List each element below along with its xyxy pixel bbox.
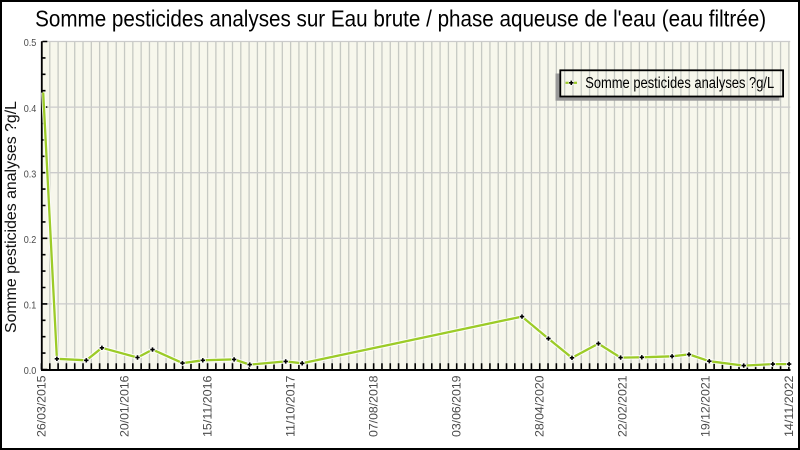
svg-text:15/11/2016: 15/11/2016 — [201, 375, 215, 437]
svg-text:03/06/2019: 03/06/2019 — [450, 375, 464, 437]
svg-text:28/04/2020: 28/04/2020 — [533, 375, 547, 437]
svg-text:11/10/2017: 11/10/2017 — [284, 375, 298, 437]
svg-text:20/01/2016: 20/01/2016 — [117, 375, 131, 437]
svg-text:Somme pesticides analyses ?g/L: Somme pesticides analyses ?g/L — [3, 101, 20, 333]
svg-text:0.0: 0.0 — [24, 365, 37, 377]
svg-text:0.5: 0.5 — [24, 37, 37, 49]
svg-text:0.3: 0.3 — [24, 168, 37, 180]
svg-text:Somme pesticides analyses sur: Somme pesticides analyses sur Eau brute … — [35, 6, 766, 32]
svg-text:26/03/2015: 26/03/2015 — [34, 375, 48, 437]
svg-text:0.1: 0.1 — [24, 300, 37, 312]
svg-text:07/08/2018: 07/08/2018 — [367, 375, 381, 437]
svg-text:0.2: 0.2 — [24, 234, 37, 246]
svg-text:19/12/2021: 19/12/2021 — [699, 375, 713, 437]
svg-text:14/11/2022: 14/11/2022 — [782, 375, 796, 437]
svg-text:0.4: 0.4 — [24, 103, 37, 115]
svg-text:Somme pesticides analyses ?g/L: Somme pesticides analyses ?g/L — [585, 75, 774, 92]
svg-text:22/02/2021: 22/02/2021 — [616, 375, 630, 437]
